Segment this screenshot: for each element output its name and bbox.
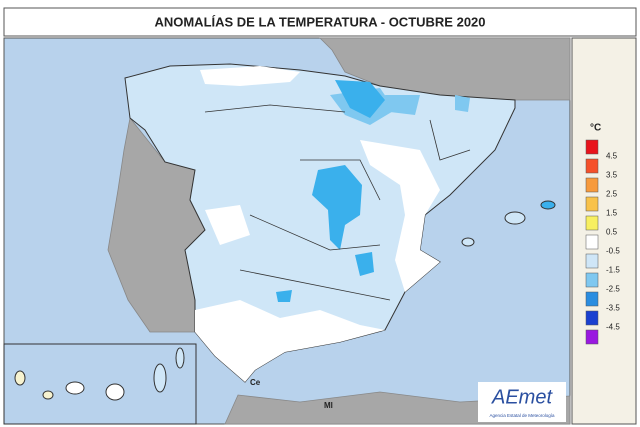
island bbox=[153, 363, 167, 393]
legend-label: 2.5 bbox=[606, 190, 618, 199]
anomaly-area bbox=[335, 80, 385, 118]
legend: 4.5 3.5 2.5 1.5 0.5 -0.5 -1.5 -2.5 -3.5 -4.5 bbox=[585, 139, 620, 345]
island bbox=[65, 381, 85, 395]
island bbox=[42, 390, 54, 400]
legend-swatch bbox=[585, 329, 599, 345]
island bbox=[461, 237, 475, 247]
legend-swatch bbox=[585, 310, 599, 326]
legend-label: -0.5 bbox=[606, 247, 620, 256]
legend-swatch bbox=[585, 272, 599, 288]
legend-unit: °C bbox=[590, 123, 601, 134]
city-label: Ml bbox=[324, 401, 333, 410]
legend-panel bbox=[571, 37, 637, 425]
anomaly-area bbox=[200, 66, 300, 86]
legend-swatch bbox=[585, 158, 599, 174]
legend-swatch bbox=[585, 177, 599, 193]
anomaly-area bbox=[312, 165, 362, 250]
legend-swatch bbox=[585, 291, 599, 307]
logo-box bbox=[478, 382, 566, 422]
region-border bbox=[204, 104, 471, 301]
island bbox=[14, 370, 26, 386]
legend-label: -1.5 bbox=[606, 266, 620, 275]
anomaly-area bbox=[276, 290, 292, 302]
island bbox=[504, 211, 526, 225]
title: ANOMALÍAS DE LA TEMPERATURA - OCTUBRE 20… bbox=[154, 14, 485, 29]
legend-label: 0.5 bbox=[606, 228, 618, 237]
canary-inset bbox=[3, 343, 197, 425]
legend-label: -2.5 bbox=[606, 285, 620, 294]
island bbox=[540, 200, 556, 210]
legend-swatch bbox=[585, 139, 599, 155]
city-label: Ce bbox=[250, 378, 261, 387]
anomaly-area bbox=[455, 95, 470, 112]
legend-label: 3.5 bbox=[606, 171, 618, 180]
island bbox=[105, 383, 125, 401]
legend-swatch bbox=[585, 196, 599, 212]
legend-swatch bbox=[585, 253, 599, 269]
legend-label: 4.5 bbox=[606, 152, 618, 161]
legend-label: -4.5 bbox=[606, 323, 620, 332]
legend-label: 1.5 bbox=[606, 209, 618, 218]
legend-label: -3.5 bbox=[606, 304, 620, 313]
anomaly-area bbox=[355, 252, 374, 276]
anomaly-area bbox=[385, 95, 420, 115]
island bbox=[175, 347, 185, 369]
anomaly-area bbox=[195, 300, 385, 382]
legend-swatch bbox=[585, 234, 599, 250]
logo: AEmet bbox=[491, 386, 553, 408]
anomaly-area bbox=[360, 140, 440, 292]
title-bar bbox=[3, 7, 637, 37]
anomaly-area bbox=[205, 205, 250, 245]
legend-swatch bbox=[585, 215, 599, 231]
logo-subtitle: Agencia Estatal de Meteorología bbox=[489, 413, 555, 418]
